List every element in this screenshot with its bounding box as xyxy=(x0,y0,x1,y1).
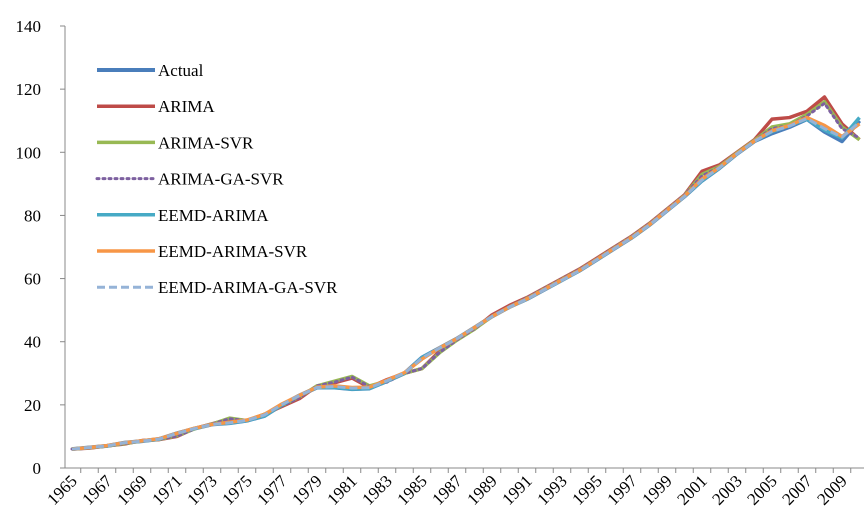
x-tick-label: 1973 xyxy=(183,471,220,508)
y-tick-label: 0 xyxy=(33,459,42,478)
x-tick-label: 1969 xyxy=(113,471,150,508)
y-tick-label: 80 xyxy=(24,206,41,225)
legend-label: EEMD-ARIMA xyxy=(158,206,269,225)
x-tick-label: 1985 xyxy=(393,471,430,508)
series-line xyxy=(71,117,861,451)
y-tick-label: 20 xyxy=(24,396,41,415)
x-tick-label: 1981 xyxy=(323,471,360,508)
x-tick-label: 2009 xyxy=(813,471,850,508)
x-tick-label: 1967 xyxy=(78,471,116,509)
x-tick-label: 1991 xyxy=(498,471,535,508)
x-tick-label: 1999 xyxy=(638,471,675,508)
x-tick-label: 2007 xyxy=(778,471,816,509)
legend-label: EEMD-ARIMA-GA-SVR xyxy=(158,278,338,297)
x-tick-label: 1971 xyxy=(148,471,185,508)
x-tick-label: 1975 xyxy=(218,471,255,508)
x-tick-label: 1979 xyxy=(288,471,325,508)
x-tick-label: 1987 xyxy=(428,471,466,509)
legend-label: ARIMA-SVR xyxy=(158,133,254,152)
x-tick-label: 2003 xyxy=(708,471,745,508)
series-line xyxy=(71,100,861,451)
x-tick-label: 1995 xyxy=(568,471,605,508)
legend-label: Actual xyxy=(158,61,204,80)
legend-label: ARIMA xyxy=(158,97,215,116)
y-tick-label: 60 xyxy=(24,270,41,289)
y-tick-label: 40 xyxy=(24,333,41,352)
y-tick-label: 140 xyxy=(16,17,42,36)
x-tick-label: 1989 xyxy=(463,471,500,508)
x-tick-label: 1977 xyxy=(253,471,291,509)
x-tick-label: 1983 xyxy=(358,471,395,508)
y-tick-label: 100 xyxy=(16,143,42,162)
x-tick-label: 1965 xyxy=(43,471,80,508)
series-line xyxy=(70,101,861,451)
x-tick-label: 1997 xyxy=(603,471,641,509)
legend-label: EEMD-ARIMA-SVR xyxy=(158,242,308,261)
x-tick-label: 2001 xyxy=(673,471,710,508)
legend-label: ARIMA-GA-SVR xyxy=(158,170,284,189)
x-tick-label: 1993 xyxy=(533,471,570,508)
y-tick-label: 120 xyxy=(16,80,42,99)
x-tick-label: 2005 xyxy=(743,471,780,508)
